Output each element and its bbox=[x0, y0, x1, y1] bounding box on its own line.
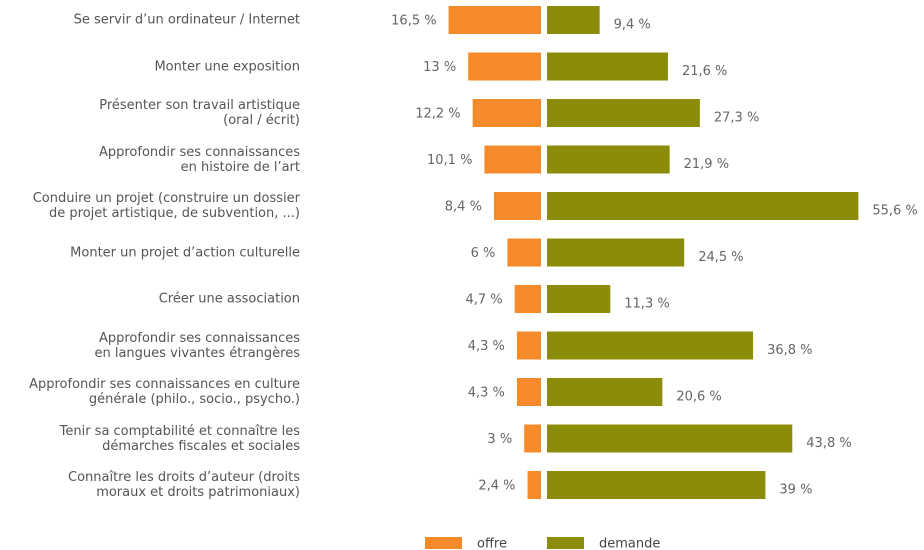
bar bbox=[547, 471, 766, 499]
bar bbox=[516, 331, 541, 360]
value-label: 4,3 % bbox=[468, 339, 505, 354]
legend-swatch bbox=[425, 537, 462, 549]
category-label: Approfondir ses connaissances en langues… bbox=[94, 330, 300, 361]
bar bbox=[547, 52, 668, 81]
category-label: Monter un projet d’action culturelle bbox=[70, 245, 300, 260]
value-label: 43,8 % bbox=[806, 436, 851, 451]
category-label: Monter une exposition bbox=[154, 59, 300, 74]
value-label: 24,5 % bbox=[698, 250, 743, 265]
value-label: 55,6 % bbox=[872, 204, 917, 219]
value-label: 9,4 % bbox=[614, 18, 651, 33]
legend-label: demande bbox=[599, 537, 660, 550]
value-label: 8,4 % bbox=[445, 200, 482, 215]
category-label: Conduire un projet (construire un dossie… bbox=[32, 191, 300, 221]
bar bbox=[468, 52, 541, 81]
bar bbox=[547, 6, 600, 34]
bar bbox=[524, 424, 541, 453]
category-label: Se servir d’un ordinateur / Internet bbox=[73, 12, 300, 28]
value-label: 10,1 % bbox=[427, 153, 472, 168]
legend-swatch bbox=[547, 537, 584, 549]
bar bbox=[547, 331, 754, 360]
value-label: 21,9 % bbox=[684, 157, 729, 172]
value-label: 36,8 % bbox=[767, 343, 812, 358]
value-label: 3 % bbox=[487, 432, 512, 447]
category-label: Tenir sa comptabilité et connaître les d… bbox=[59, 423, 300, 454]
bar bbox=[484, 145, 541, 174]
value-label: 16,5 % bbox=[391, 14, 436, 29]
bar bbox=[547, 238, 685, 267]
bar bbox=[547, 424, 793, 453]
legend-label: offre bbox=[477, 537, 507, 550]
category-label: Connaître les droits d’auteur (droits mo… bbox=[68, 470, 300, 500]
bar bbox=[493, 192, 541, 220]
bar bbox=[516, 378, 541, 406]
bar bbox=[547, 192, 859, 220]
bar bbox=[547, 378, 663, 406]
value-label: 4,3 % bbox=[468, 386, 505, 401]
value-label: 13 % bbox=[423, 60, 456, 75]
value-label: 21,6 % bbox=[682, 64, 727, 79]
category-label: Approfondir ses connaissances en culture… bbox=[29, 377, 300, 407]
value-label: 27,3 % bbox=[714, 111, 759, 126]
bar bbox=[547, 145, 670, 174]
value-label: 12,2 % bbox=[415, 107, 460, 122]
bar bbox=[547, 285, 611, 313]
value-label: 2,4 % bbox=[478, 479, 515, 494]
value-label: 6 % bbox=[471, 246, 496, 261]
bar bbox=[514, 285, 541, 313]
bar bbox=[507, 238, 541, 267]
value-label: 11,3 % bbox=[624, 297, 669, 312]
category-label: Approfondir ses connaissances en histoir… bbox=[98, 144, 300, 175]
bar bbox=[448, 6, 541, 34]
value-label: 39 % bbox=[779, 483, 812, 498]
category-label: Créer une association bbox=[158, 291, 300, 307]
category-label: Présenter son travail artistique (oral /… bbox=[99, 98, 300, 128]
value-label: 20,6 % bbox=[676, 390, 721, 405]
bar bbox=[547, 99, 700, 127]
bar bbox=[472, 99, 541, 127]
bar bbox=[527, 471, 541, 499]
value-label: 4,7 % bbox=[466, 293, 503, 308]
